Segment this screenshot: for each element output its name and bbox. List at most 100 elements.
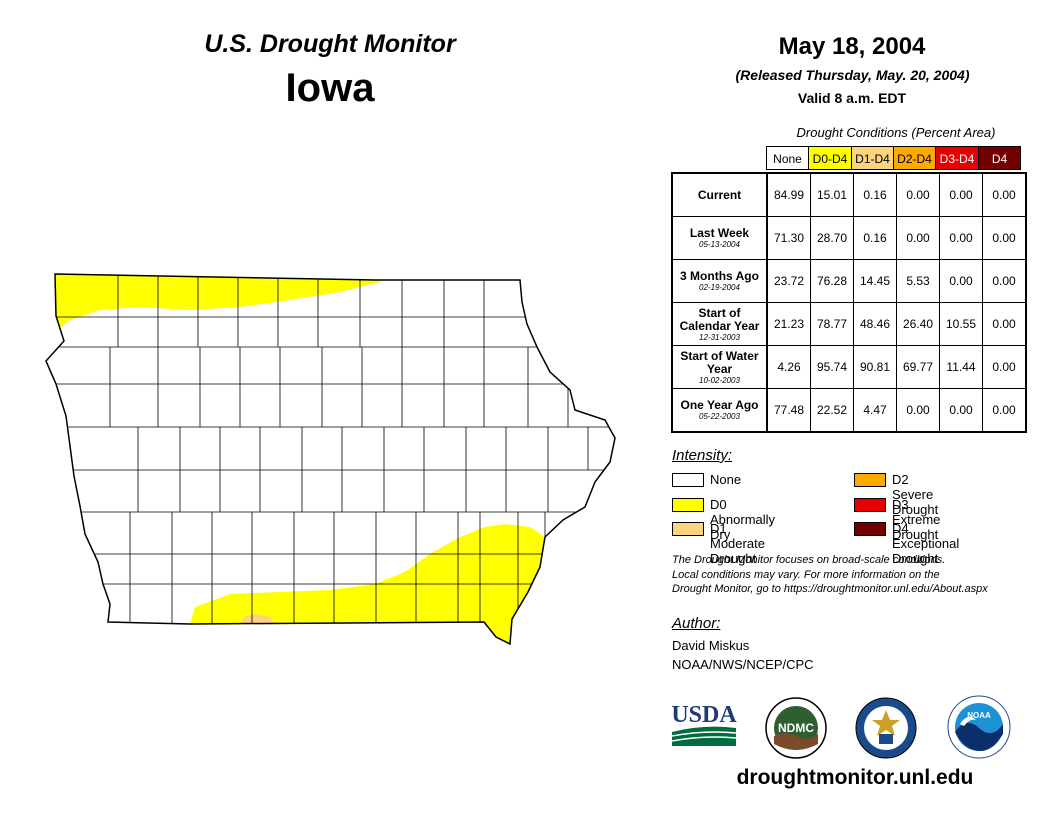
disclaimer: The Drought Monitor focuses on broad-sca… — [672, 553, 1052, 597]
table-cell: 21.23 — [767, 303, 810, 346]
table-row: 3 Months Ago 02-19-2004 23.72 76.28 14.45 5.5… — [673, 260, 1025, 303]
row-date: 05-13-2004 — [699, 240, 740, 249]
legend-label: D3 Extreme Drought — [892, 497, 941, 542]
disclaimer-line-1: The Drought Monitor focuses on broad-sca… — [672, 554, 946, 566]
legend-label: D1 Moderate Drought — [710, 521, 765, 566]
table-cell: 84.99 — [767, 174, 810, 217]
row-date: 05-22-2003 — [699, 412, 740, 421]
table-cell: 0.16 — [853, 217, 896, 260]
table-cell: 4.26 — [767, 346, 810, 389]
table-cell: 0.00 — [939, 260, 982, 303]
column-header: None — [766, 146, 809, 170]
table-cell: 0.00 — [982, 303, 1025, 346]
table-cell: 0.00 — [982, 389, 1025, 432]
d0-north-region — [46, 274, 385, 332]
column-header: D4 — [978, 146, 1021, 170]
author-heading: Author: — [672, 615, 721, 632]
legend-label: D0 Abnormally Dry — [710, 497, 776, 542]
table-cell: 76.28 — [810, 260, 853, 303]
table-cell: 0.00 — [896, 389, 939, 432]
legend-swatch — [854, 522, 886, 536]
iowa-state-border — [45, 273, 616, 646]
table-cell: 15.01 — [810, 174, 853, 217]
usda-logo-text: USDA — [671, 702, 737, 728]
commerce-seal-logo — [855, 697, 917, 759]
table-cell: 14.45 — [853, 260, 896, 303]
table-cell: 78.77 — [810, 303, 853, 346]
row-name: Current — [697, 188, 742, 202]
table-cell: 28.70 — [810, 217, 853, 260]
table-cell: 0.00 — [939, 217, 982, 260]
table-cell: 95.74 — [810, 346, 853, 389]
table-cell: 90.81 — [853, 346, 896, 389]
row-name: Last Week — [689, 226, 750, 240]
column-header: D1-D4 — [851, 146, 894, 170]
column-header: D0-D4 — [808, 146, 852, 170]
usda-logo: USDA — [671, 702, 737, 746]
row-label: 3 Months Ago 02-19-2004 — [673, 260, 768, 303]
table-cell: 10.55 — [939, 303, 982, 346]
row-date: 10-02-2003 — [699, 375, 740, 385]
legend-swatch — [854, 498, 886, 512]
row-name: Start of Water Year — [680, 348, 759, 376]
table-cell: 48.46 — [853, 303, 896, 346]
table-cell: 0.16 — [853, 174, 896, 217]
table-cell: 0.00 — [982, 260, 1025, 303]
legend-label: D4 Exceptional Drought — [892, 521, 960, 566]
table-cell: 0.00 — [939, 174, 982, 217]
table-cell: 26.40 — [896, 303, 939, 346]
table-cell: 5.53 — [896, 260, 939, 303]
row-label: One Year Ago 05-22-2003 — [673, 389, 768, 432]
column-header: D2-D4 — [893, 146, 936, 170]
table-cell: 23.72 — [767, 260, 810, 303]
row-label: Last Week 05-13-2004 — [673, 217, 768, 260]
table-cell: 22.52 — [810, 389, 853, 432]
drought-conditions-table: Current 84.99 15.01 0.16 0.00 0.00 0.00 Last We… — [671, 172, 1027, 433]
noaa-logo: NOAA — [947, 695, 1011, 759]
legend-label: None — [710, 472, 742, 487]
table-row: Current 84.99 15.01 0.16 0.00 0.00 0.00 — [673, 174, 1025, 217]
table-cell: 4.47 — [853, 389, 896, 432]
release-date: (Released Thursday, May. 20, 2004) — [735, 67, 970, 83]
row-label: Current — [673, 174, 768, 217]
table-cell: 0.00 — [939, 389, 982, 432]
disclaimer-line-3: Drought Monitor, go to https://droughtmo… — [672, 583, 988, 595]
legend-title: Intensity: — [672, 447, 733, 464]
legend-swatch — [672, 522, 704, 536]
valid-time: Valid 8 a.m. EDT — [797, 90, 907, 106]
table-row: Start of Water Year 10-02-2003 4.26 95.74 90… — [673, 346, 1025, 389]
column-header: D3-D4 — [935, 146, 979, 170]
table-cell: 0.00 — [982, 346, 1025, 389]
row-date: 12-31-2003 — [699, 332, 740, 342]
map-title: U.S. Drought Monitor — [204, 30, 456, 58]
table-cell: 77.48 — [767, 389, 810, 432]
map-date: May 18, 2004 — [778, 33, 926, 60]
legend-label: D2 Severe Drought — [892, 472, 939, 517]
legend-swatch — [854, 473, 886, 487]
row-label: Start of Water Year 10-02-2003 — [673, 346, 768, 389]
noaa-logo-text: NOAA — [967, 711, 991, 720]
author-organization: NOAA/NWS/NCEP/CPC — [672, 657, 814, 672]
row-name: 3 Months Ago — [680, 269, 759, 283]
table-caption: Drought Conditions (Percent Area) — [796, 125, 996, 140]
table-cell: 0.00 — [982, 174, 1025, 217]
legend-swatch — [672, 473, 704, 487]
row-label: Start of Calendar Year 12-31-2003 — [673, 303, 768, 346]
table-cell: 0.00 — [982, 217, 1025, 260]
row-name: Start of Calendar Year — [679, 305, 760, 333]
table-cell: 71.30 — [767, 217, 810, 260]
disclaimer-line-2: Local conditions may vary. For more info… — [672, 568, 940, 581]
state-title: Iowa — [285, 66, 375, 110]
table-row: One Year Ago 05-22-2003 77.48 22.52 4.47 0.00… — [673, 389, 1025, 432]
row-name: One Year Ago — [680, 398, 759, 412]
table-cell: 0.00 — [896, 174, 939, 217]
d1-region — [240, 614, 275, 624]
ndmc-logo: NDMC — [765, 697, 827, 759]
table-row: Last Week 05-13-2004 71.30 28.70 0.16 0.00 0.0… — [673, 217, 1025, 260]
author-name: David Miskus — [672, 638, 750, 653]
table-cell: 11.44 — [939, 346, 982, 389]
iowa-drought-map — [45, 273, 616, 646]
legend-swatch — [672, 498, 704, 512]
ndmc-logo-text: NDMC — [778, 721, 814, 735]
website-link[interactable]: droughtmonitor.unl.edu — [736, 766, 974, 789]
